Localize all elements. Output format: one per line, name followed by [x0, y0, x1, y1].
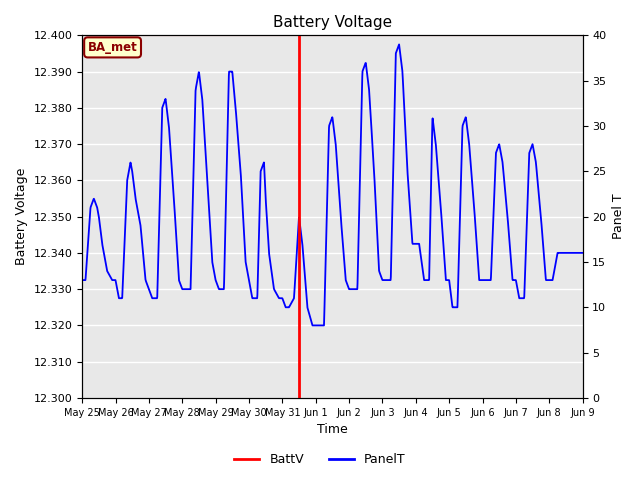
Y-axis label: Battery Voltage: Battery Voltage	[15, 168, 28, 265]
Y-axis label: Panel T: Panel T	[612, 194, 625, 240]
Legend: BattV, PanelT: BattV, PanelT	[229, 448, 411, 471]
X-axis label: Time: Time	[317, 423, 348, 436]
Title: Battery Voltage: Battery Voltage	[273, 15, 392, 30]
Text: BA_met: BA_met	[88, 41, 138, 54]
